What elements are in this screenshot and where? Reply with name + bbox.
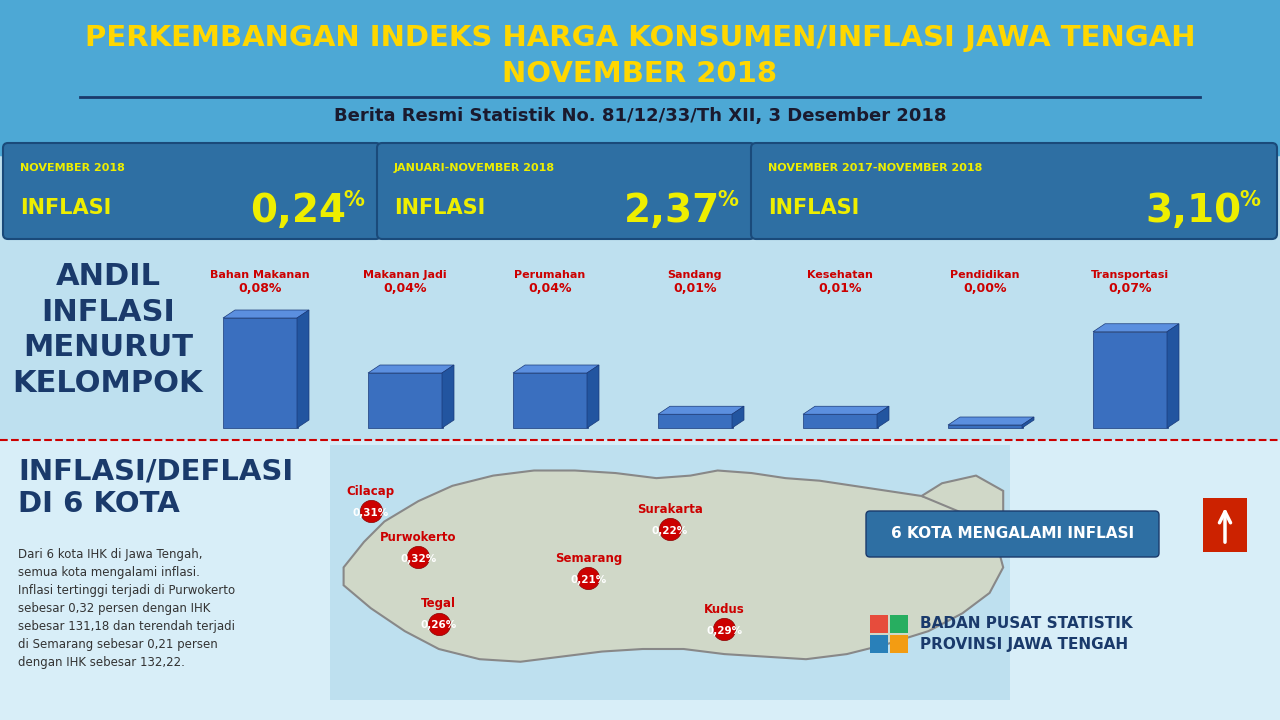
Polygon shape — [442, 365, 454, 428]
Bar — [1093, 332, 1169, 428]
Polygon shape — [513, 365, 599, 373]
Text: %: % — [717, 190, 739, 210]
Text: 2,37: 2,37 — [623, 192, 719, 230]
Text: 3,10: 3,10 — [1146, 192, 1242, 230]
Polygon shape — [1167, 324, 1179, 428]
Polygon shape — [948, 417, 1034, 425]
Text: Pendidikan: Pendidikan — [950, 270, 1020, 280]
Polygon shape — [297, 310, 308, 428]
Text: 0,24: 0,24 — [250, 192, 346, 230]
Bar — [0, 238, 1280, 443]
FancyBboxPatch shape — [378, 143, 755, 239]
FancyBboxPatch shape — [751, 143, 1277, 239]
Text: 0,00%: 0,00% — [964, 282, 1007, 295]
Text: 0,26%: 0,26% — [421, 621, 457, 631]
Text: 6 KOTA MENGALAMI INFLASI: 6 KOTA MENGALAMI INFLASI — [891, 526, 1134, 541]
Bar — [513, 373, 588, 428]
Text: NOVEMBER 2018: NOVEMBER 2018 — [20, 163, 125, 173]
FancyBboxPatch shape — [1203, 498, 1247, 552]
Text: NOVEMBER 2017-NOVEMBER 2018: NOVEMBER 2017-NOVEMBER 2018 — [768, 163, 982, 173]
Bar — [948, 425, 1023, 428]
Text: Surakarta: Surakarta — [637, 503, 703, 516]
Polygon shape — [803, 406, 890, 414]
Text: Tegal: Tegal — [421, 598, 456, 611]
Text: INFLASI/DEFLASI
DI 6 KOTA: INFLASI/DEFLASI DI 6 KOTA — [18, 458, 293, 518]
Bar — [658, 414, 733, 428]
Text: 0,32%: 0,32% — [401, 554, 436, 564]
Text: Makanan Jadi: Makanan Jadi — [364, 270, 447, 280]
Text: %: % — [1239, 190, 1260, 210]
Text: Cilacap: Cilacap — [347, 485, 394, 498]
Text: Berita Resmi Statistik No. 81/12/33/Th XII, 3 Desember 2018: Berita Resmi Statistik No. 81/12/33/Th X… — [334, 107, 946, 125]
Bar — [369, 373, 443, 428]
Bar — [890, 615, 908, 633]
Text: 0,04%: 0,04% — [383, 282, 426, 295]
Text: Purwokerto: Purwokerto — [380, 531, 457, 544]
Text: Semarang: Semarang — [554, 552, 622, 564]
Bar — [870, 635, 888, 653]
Text: PROVINSI JAWA TENGAH: PROVINSI JAWA TENGAH — [920, 637, 1128, 652]
Polygon shape — [922, 476, 1004, 542]
Text: JANUARI-NOVEMBER 2018: JANUARI-NOVEMBER 2018 — [394, 163, 556, 173]
FancyBboxPatch shape — [3, 143, 381, 239]
Polygon shape — [877, 406, 890, 428]
FancyBboxPatch shape — [867, 511, 1158, 557]
Polygon shape — [223, 310, 308, 318]
Polygon shape — [732, 406, 744, 428]
Polygon shape — [343, 470, 1004, 662]
Text: INFLASI: INFLASI — [394, 198, 485, 218]
Text: Kesehatan: Kesehatan — [808, 270, 873, 280]
Polygon shape — [1021, 417, 1034, 428]
Polygon shape — [658, 406, 744, 414]
Bar — [0, 0, 1280, 145]
Text: ANDIL
INFLASI
MENURUT
KELOMPOK: ANDIL INFLASI MENURUT KELOMPOK — [13, 261, 204, 398]
Text: Transportasi: Transportasi — [1091, 270, 1169, 280]
Ellipse shape — [0, 115, 1280, 175]
Text: NOVEMBER 2018: NOVEMBER 2018 — [503, 60, 777, 88]
Polygon shape — [1093, 324, 1179, 332]
Text: 0,01%: 0,01% — [818, 282, 861, 295]
Text: 0,01%: 0,01% — [673, 282, 717, 295]
Text: Perumahan: Perumahan — [515, 270, 586, 280]
Bar — [0, 440, 1280, 720]
Text: Dari 6 kota IHK di Jawa Tengah,
semua kota mengalami inflasi.
Inflasi tertinggi : Dari 6 kota IHK di Jawa Tengah, semua ko… — [18, 548, 236, 669]
Bar — [330, 445, 1010, 700]
Text: 0,07%: 0,07% — [1108, 282, 1152, 295]
Text: %: % — [343, 190, 364, 210]
Text: 0,04%: 0,04% — [529, 282, 572, 295]
Text: BADAN PUSAT STATISTIK: BADAN PUSAT STATISTIK — [920, 616, 1133, 631]
Text: 0,31%: 0,31% — [353, 508, 389, 518]
Text: 0,08%: 0,08% — [238, 282, 282, 295]
Polygon shape — [369, 365, 454, 373]
Text: 0,21%: 0,21% — [571, 575, 607, 585]
Bar — [803, 414, 878, 428]
Bar — [223, 318, 298, 428]
Text: INFLASI: INFLASI — [768, 198, 859, 218]
Polygon shape — [588, 365, 599, 428]
Text: 0,29%: 0,29% — [707, 626, 742, 636]
Text: 0,22%: 0,22% — [652, 526, 689, 536]
Text: Sandang: Sandang — [668, 270, 722, 280]
Text: INFLASI: INFLASI — [20, 198, 111, 218]
Text: Bahan Makanan: Bahan Makanan — [210, 270, 310, 280]
Text: PERKEMBANGAN INDEKS HARGA KONSUMEN/INFLASI JAWA TENGAH: PERKEMBANGAN INDEKS HARGA KONSUMEN/INFLA… — [84, 24, 1196, 52]
Bar — [870, 615, 888, 633]
Bar — [890, 635, 908, 653]
Text: Kudus: Kudus — [704, 603, 745, 616]
